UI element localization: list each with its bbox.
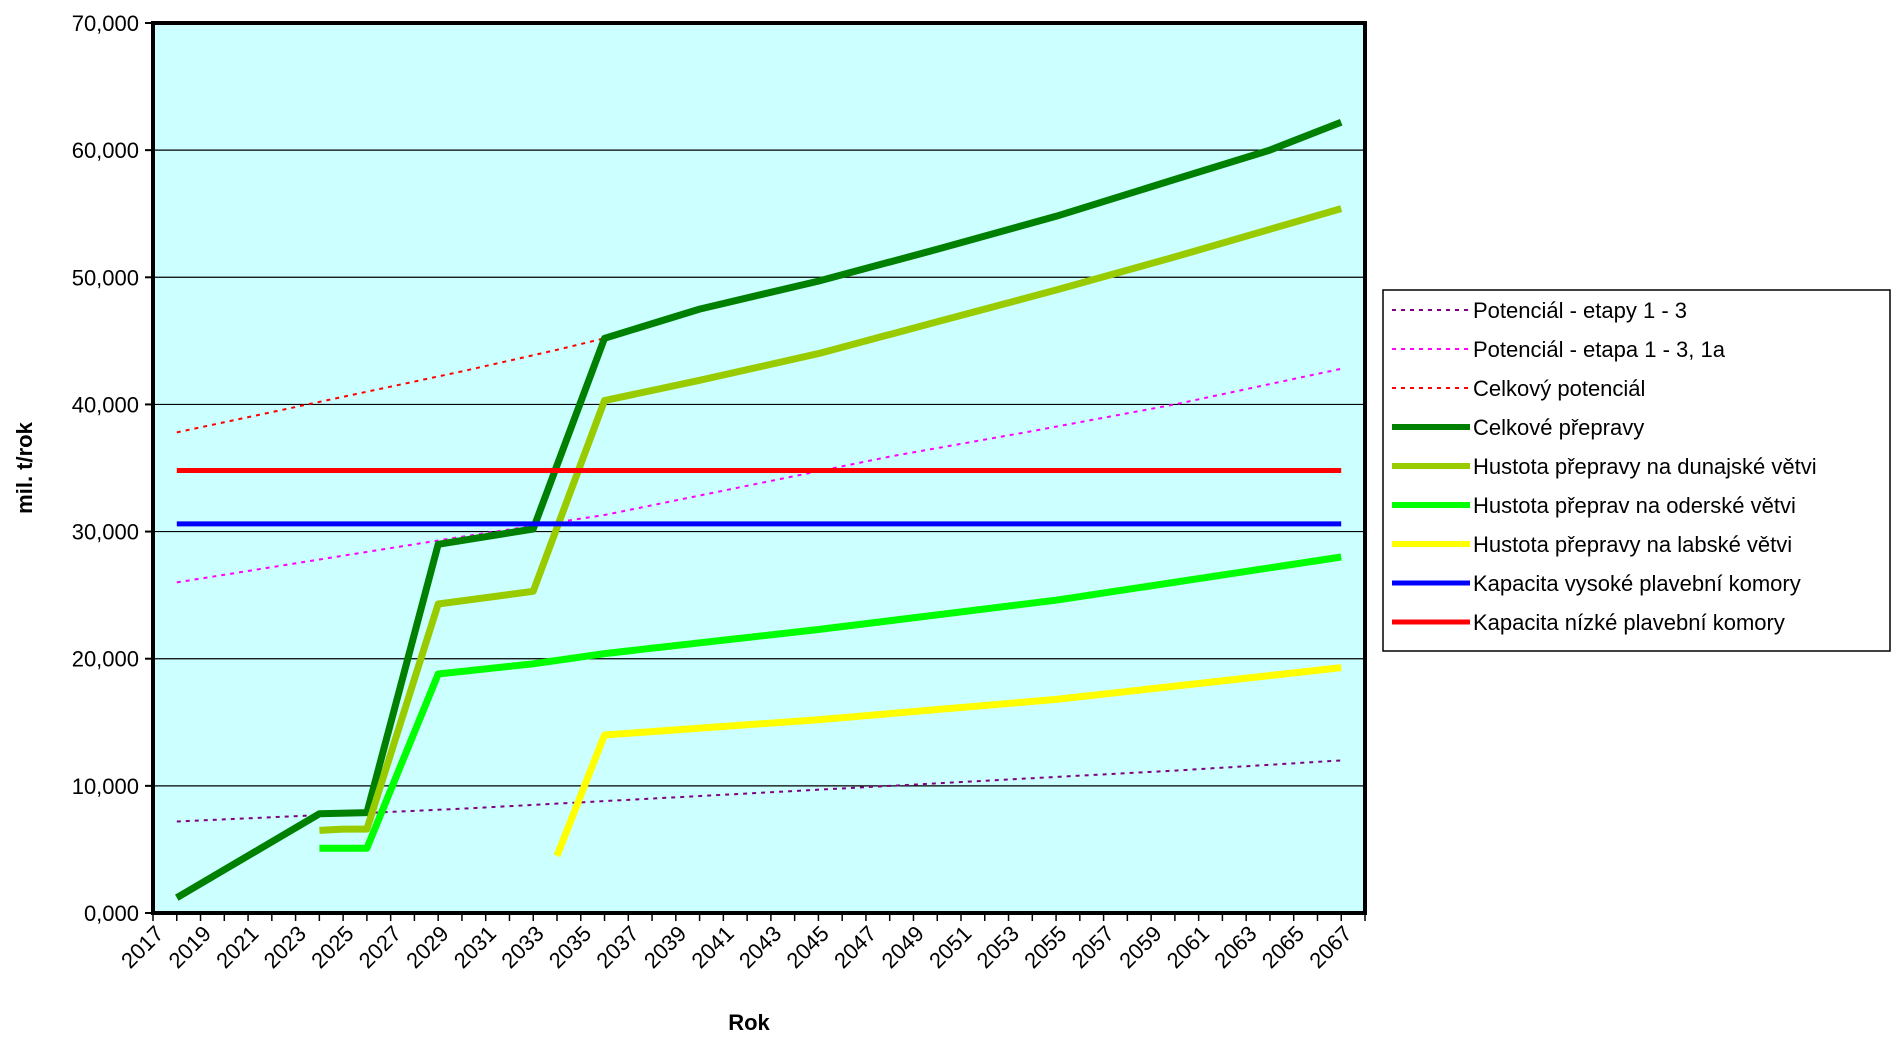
gridlines: [153, 149, 1365, 787]
y-tick-label: 50,000: [72, 265, 139, 290]
x-tick-label: 2045: [782, 921, 834, 973]
series-line-6: [319, 553, 1342, 852]
legend-label: Celkové přepravy: [1473, 415, 1644, 440]
x-tick-label: 2029: [401, 921, 453, 973]
x-tick-label: 2051: [924, 921, 976, 973]
x-tick-label: 2021: [211, 921, 263, 973]
legend-label: Potenciál - etapa 1 - 3, 1a: [1473, 337, 1726, 362]
x-tick-label: 2019: [164, 921, 216, 973]
series-layer: [175, 118, 1343, 901]
x-tick-label: 2039: [639, 921, 691, 973]
y-axis-title: mil. t/rok: [12, 421, 37, 513]
x-axis-ticks: 2017201920212023202520272029203120332035…: [116, 913, 1366, 973]
legend-label: Hustota přepravy na labské větvi: [1473, 532, 1792, 557]
y-axis-ticks: 0,000 10,000 20,000 30,000 40,000 50,000 60,00…: [72, 11, 153, 926]
x-tick-label: 2047: [829, 921, 881, 973]
series-line-5: [319, 205, 1343, 834]
legend-label: Hustota přepravy na dunajské větvi: [1473, 454, 1817, 479]
x-tick-label: 2031: [449, 921, 501, 973]
series-line-4: [175, 118, 1343, 901]
x-tick-label: 2057: [1067, 921, 1119, 973]
x-tick-label: 2041: [686, 921, 738, 973]
legend: Potenciál - etapy 1 - 3 Potenciál - etapa…: [1382, 289, 1891, 652]
legend-label: Hustota přeprav na oderské větvi: [1473, 493, 1796, 518]
x-tick-label: 2063: [1209, 921, 1261, 973]
x-axis-title: Rok: [728, 1010, 770, 1035]
x-tick-label: 2033: [496, 921, 548, 973]
x-tick-label: 2059: [1114, 921, 1166, 973]
legend-box: [1382, 289, 1891, 652]
legend-label: Potenciál - etapy 1 - 3: [1473, 298, 1687, 323]
series-line-7: [553, 664, 1342, 858]
x-tick-label: 2037: [591, 921, 643, 973]
plot-frame: [151, 21, 1367, 915]
x-tick-label: 2061: [1162, 921, 1214, 973]
x-tick-label: 2023: [259, 921, 311, 973]
series-line-3: [176, 337, 605, 434]
y-tick-label: 20,000: [72, 647, 139, 672]
x-tick-label: 2025: [306, 921, 358, 973]
x-tick-label: 2035: [544, 921, 596, 973]
series-line-2: [176, 367, 1342, 584]
y-tick-label: 10,000: [72, 774, 139, 799]
x-tick-label: 2043: [734, 921, 786, 973]
y-tick-label: 60,000: [72, 138, 139, 163]
legend-label: Kapacita vysoké plavební komory: [1473, 571, 1801, 596]
y-tick-label: 30,000: [72, 520, 139, 545]
x-tick-label: 2053: [972, 921, 1024, 973]
y-tick-label: 70,000: [72, 11, 139, 36]
x-tick-label: 2065: [1257, 921, 1309, 973]
x-tick-label: 2049: [877, 921, 929, 973]
legend-label: Kapacita nízké plavební komory: [1473, 610, 1785, 635]
y-tick-label: 40,000: [72, 392, 139, 417]
x-tick-label: 2017: [116, 921, 168, 973]
y-tick-label: 0,000: [84, 901, 139, 926]
legend-label: Celkový potenciál: [1473, 376, 1645, 401]
x-tick-label: 2055: [1019, 921, 1071, 973]
x-tick-label: 2027: [354, 921, 406, 973]
x-tick-label: 2067: [1304, 921, 1356, 973]
